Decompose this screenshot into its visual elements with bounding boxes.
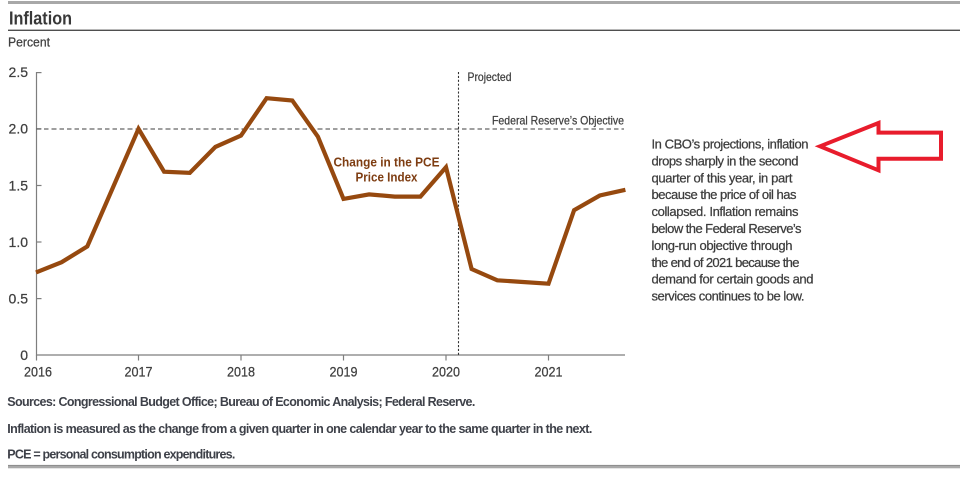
svg-text:Federal Reserve’s Objective: Federal Reserve’s Objective: [492, 113, 624, 127]
svg-text:PCE = personal consumption exp: PCE = personal consumption expenditures.: [7, 447, 235, 461]
svg-text:2.0: 2.0: [9, 121, 29, 137]
svg-text:Projected: Projected: [468, 70, 512, 84]
svg-text:the end of 2021 because the: the end of 2021 because the: [652, 255, 800, 270]
svg-text:In CBO’s projections, inflatio: In CBO’s projections, inflation: [652, 137, 809, 152]
svg-text:2020: 2020: [432, 364, 460, 380]
svg-text:quarter of this year, in part: quarter of this year, in part: [652, 170, 793, 185]
svg-text:2019: 2019: [330, 364, 358, 380]
svg-text:because the price of oil has: because the price of oil has: [652, 187, 798, 202]
svg-text:2.5: 2.5: [9, 64, 29, 80]
svg-text:collapsed. Inflation remains: collapsed. Inflation remains: [652, 204, 800, 219]
svg-text:2018: 2018: [227, 364, 255, 380]
svg-text:2021: 2021: [535, 364, 563, 380]
svg-text:Price Index: Price Index: [356, 171, 418, 185]
svg-text:Sources: Congressional Budget: Sources: Congressional Budget Office; Bu…: [7, 395, 475, 409]
svg-text:0.5: 0.5: [9, 290, 29, 306]
svg-text:Change in the PCE: Change in the PCE: [334, 156, 440, 170]
svg-text:2017: 2017: [125, 364, 153, 380]
svg-text:drops sharply in the second: drops sharply in the second: [652, 153, 799, 168]
svg-text:1.5: 1.5: [9, 177, 29, 193]
svg-text:Inflation is measured as the c: Inflation is measured as the change from…: [7, 422, 592, 436]
svg-text:services continues to be low.: services continues to be low.: [652, 289, 805, 304]
svg-text:Inflation: Inflation: [9, 9, 72, 29]
svg-text:0: 0: [20, 347, 28, 363]
svg-text:demand for certain goods and: demand for certain goods and: [652, 272, 814, 287]
svg-text:below the Federal Reserve’s: below the Federal Reserve’s: [652, 221, 803, 236]
svg-text:1.0: 1.0: [9, 234, 29, 250]
svg-text:Percent: Percent: [8, 34, 50, 49]
svg-text:long-run objective through: long-run objective through: [652, 238, 793, 253]
svg-text:2016: 2016: [24, 364, 52, 380]
